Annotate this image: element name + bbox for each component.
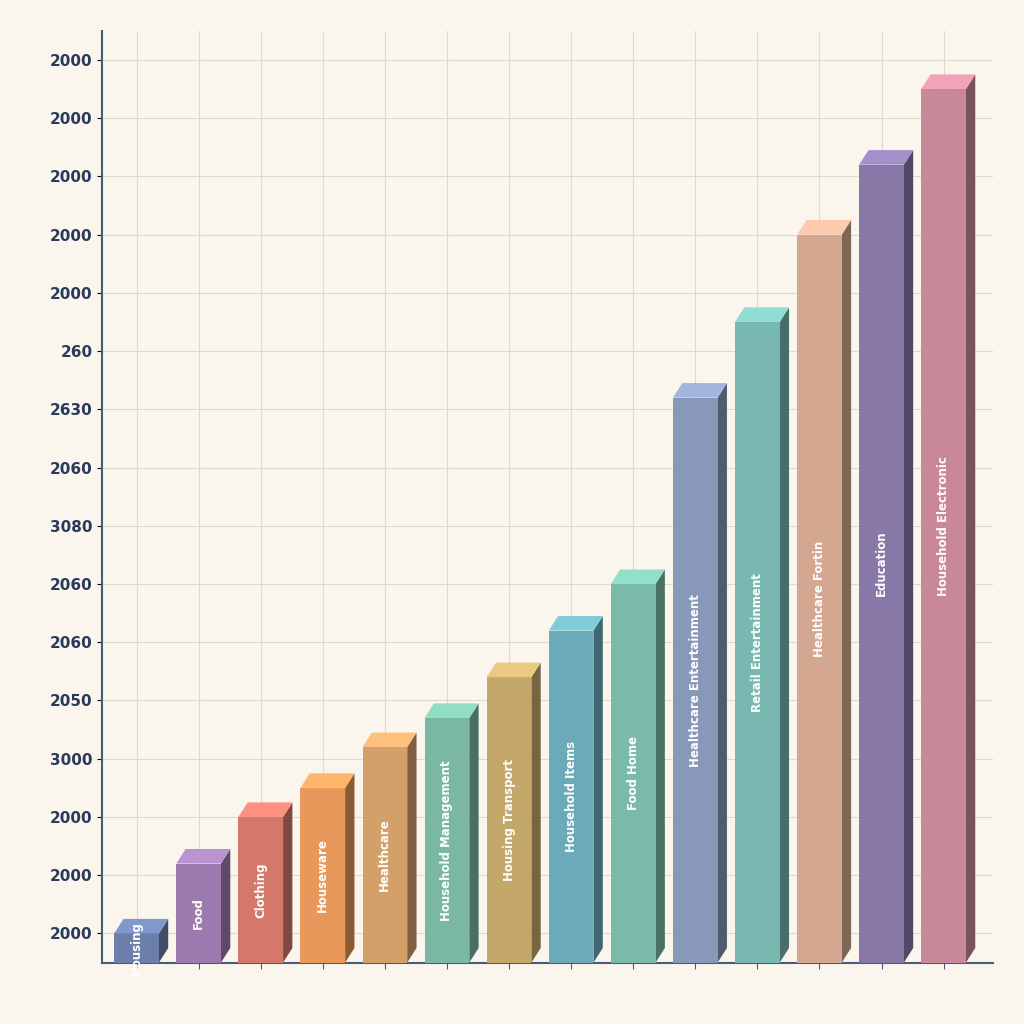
Text: Healthcare: Healthcare: [379, 818, 391, 891]
Bar: [362, 748, 408, 963]
Polygon shape: [594, 616, 603, 963]
Text: Clothing: Clothing: [254, 862, 267, 918]
Polygon shape: [611, 569, 665, 584]
Bar: [922, 89, 966, 963]
Polygon shape: [549, 616, 603, 631]
Polygon shape: [239, 803, 293, 817]
Text: Food: Food: [193, 897, 205, 929]
Polygon shape: [115, 919, 168, 934]
Polygon shape: [221, 849, 230, 963]
Text: Houseware: Houseware: [316, 839, 330, 912]
Polygon shape: [797, 220, 851, 234]
Text: Housing: Housing: [130, 921, 143, 975]
Polygon shape: [779, 307, 790, 963]
Text: Healthcare Entertainment: Healthcare Entertainment: [689, 594, 701, 767]
Polygon shape: [718, 383, 727, 963]
Polygon shape: [300, 773, 354, 787]
Text: Food Home: Food Home: [627, 736, 640, 810]
Polygon shape: [176, 849, 230, 863]
Polygon shape: [159, 919, 168, 963]
Bar: [735, 322, 779, 963]
Polygon shape: [904, 151, 913, 963]
Polygon shape: [735, 307, 790, 322]
Bar: [176, 863, 221, 963]
Text: Household Items: Household Items: [564, 741, 578, 852]
Bar: [425, 718, 469, 963]
Bar: [797, 234, 842, 963]
Text: Household Electronic: Household Electronic: [937, 456, 950, 596]
Text: Healthcare Fortin: Healthcare Fortin: [813, 541, 826, 656]
Bar: [115, 934, 159, 963]
Polygon shape: [673, 383, 727, 397]
Polygon shape: [655, 569, 665, 963]
Text: Retail Entertainment: Retail Entertainment: [751, 572, 764, 712]
Bar: [859, 165, 904, 963]
Bar: [673, 397, 718, 963]
Text: Housing Transport: Housing Transport: [503, 759, 515, 881]
Polygon shape: [859, 151, 913, 165]
Polygon shape: [922, 75, 975, 89]
Polygon shape: [486, 663, 541, 677]
Polygon shape: [283, 803, 293, 963]
Bar: [611, 584, 655, 963]
Text: Education: Education: [876, 530, 888, 596]
Polygon shape: [469, 703, 478, 963]
Bar: [549, 631, 594, 963]
Bar: [239, 817, 283, 963]
Polygon shape: [425, 703, 478, 718]
Polygon shape: [408, 732, 417, 963]
Text: Household Management: Household Management: [440, 760, 454, 921]
Polygon shape: [842, 220, 851, 963]
Polygon shape: [966, 75, 975, 963]
Bar: [300, 787, 345, 963]
Bar: [486, 677, 531, 963]
Polygon shape: [362, 732, 417, 748]
Polygon shape: [345, 773, 354, 963]
Polygon shape: [531, 663, 541, 963]
